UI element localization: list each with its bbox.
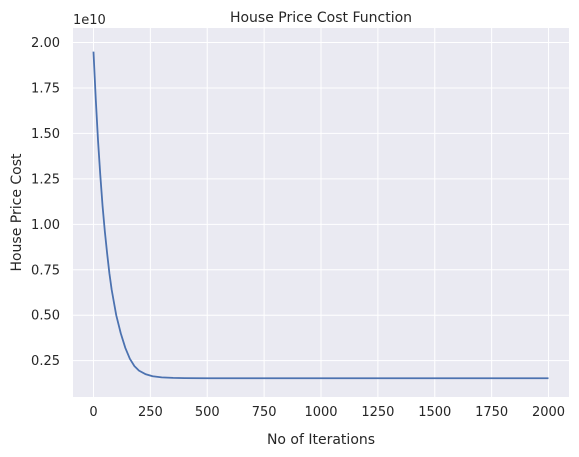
y-tick-label: 2.00 xyxy=(31,36,60,51)
y-tick-label: 1.25 xyxy=(31,172,60,187)
y-tick-label: 0.50 xyxy=(31,309,60,324)
x-tick-label: 500 xyxy=(195,405,220,420)
x-tick-label: 1250 xyxy=(361,405,394,420)
y-tick-label: 0.25 xyxy=(31,354,60,369)
x-tick-label: 1500 xyxy=(418,405,451,420)
grid xyxy=(73,28,569,397)
y-tick-label: 1.00 xyxy=(31,218,60,233)
x-tick-labels: 0 250 500 750 1000 1250 1500 1750 2000 xyxy=(89,405,565,420)
x-axis-label: No of Iterations xyxy=(267,432,375,448)
y-axis-multiplier: 1e10 xyxy=(73,13,106,28)
y-tick-labels: 0.25 0.50 0.75 1.00 1.25 1.50 1.75 2.00 xyxy=(31,36,60,369)
y-tick-label: 0.75 xyxy=(31,263,60,278)
series-line-0 xyxy=(92,51,549,380)
x-tick-label: 750 xyxy=(252,405,277,420)
x-tick-label: 1750 xyxy=(475,405,508,420)
y-axis-label: House Price Cost xyxy=(9,153,25,272)
chart-title: House Price Cost Function xyxy=(230,10,412,26)
x-tick-label: 2000 xyxy=(532,405,565,420)
series-lines xyxy=(92,51,549,380)
x-tick-label: 250 xyxy=(138,405,163,420)
y-tick-label: 1.75 xyxy=(31,81,60,96)
x-tick-label: 0 xyxy=(89,405,97,420)
x-tick-label: 1000 xyxy=(304,405,337,420)
y-tick-label: 1.50 xyxy=(31,127,60,142)
